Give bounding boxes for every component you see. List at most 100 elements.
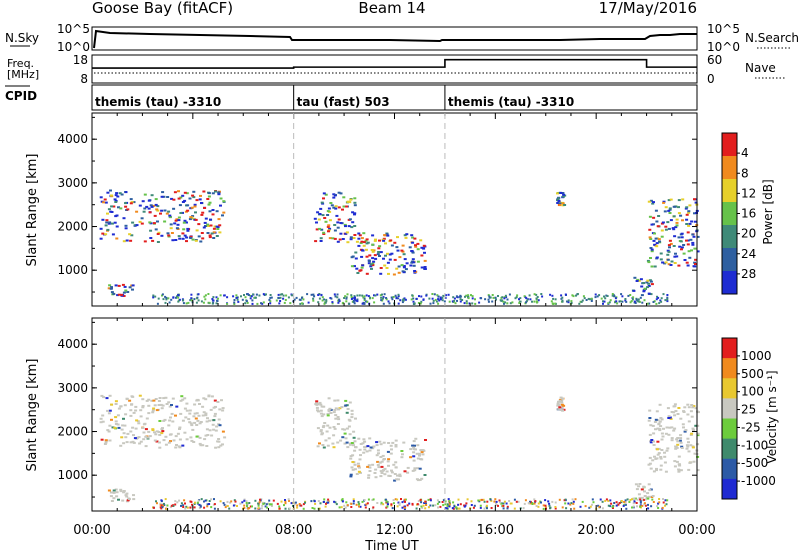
velocity-echo-cell	[686, 445, 690, 448]
power-echo-cell	[223, 294, 226, 297]
power-echo-cell	[666, 300, 669, 303]
velocity-echo-cell	[126, 432, 130, 435]
velocity-echo-cell	[298, 503, 301, 505]
velocity-echo-cell	[385, 470, 389, 473]
power-echo-cell	[402, 253, 406, 256]
velocity-echo-cell	[217, 446, 221, 449]
velocity-echo-cell	[169, 416, 172, 419]
velocity-echo-cell	[326, 500, 329, 503]
power-echo-cell	[404, 236, 408, 239]
velocity-echo-cell	[322, 446, 326, 449]
velocity-colorbar-tick-label: 100	[741, 385, 764, 399]
velocity-echo-cell	[264, 505, 267, 508]
velocity-echo-cell	[676, 437, 680, 439]
power-echo-cell	[275, 299, 278, 302]
velocity-echo-cell	[151, 409, 155, 412]
power-echo-cell	[668, 246, 671, 249]
power-echo-cell	[685, 261, 689, 264]
velocity-echo-cell	[658, 501, 661, 504]
velocity-echo-cell	[358, 458, 362, 461]
power-echo-cell	[650, 250, 654, 253]
velocity-echo-cell	[184, 507, 187, 510]
power-echo-cell	[369, 263, 373, 266]
velocity-echo-cell	[102, 396, 106, 399]
power-echo-cell	[649, 238, 653, 240]
velocity-echo-cell	[204, 434, 208, 437]
title-date: 17/May/2016	[599, 0, 697, 17]
power-echo-cell	[321, 299, 324, 302]
velocity-echo-cell	[490, 499, 493, 502]
velocity-echo-cell	[174, 435, 178, 438]
velocity-echo-cell	[350, 442, 354, 444]
velocity-echo-cell	[251, 505, 253, 508]
velocity-echo-cell	[357, 501, 360, 504]
power-echo-cell	[382, 302, 385, 305]
velocity-echo-cell	[529, 502, 532, 505]
velocity-echo-cell	[153, 439, 157, 442]
velocity-echo-cell	[134, 427, 138, 430]
velocity-echo-cell	[224, 506, 227, 509]
velocity-echo-cell	[412, 448, 416, 451]
velocity-ytick-label: 3000	[57, 381, 88, 395]
power-echo-cell	[262, 293, 265, 296]
power-echo-cell	[152, 294, 155, 297]
power-echo-cell	[528, 294, 531, 297]
velocity-echo-cell	[675, 460, 679, 463]
power-echo-cell	[413, 270, 417, 272]
velocity-echo-cell	[288, 507, 291, 510]
velocity-echo-cell	[216, 401, 220, 403]
power-echo-cell	[358, 269, 362, 272]
velocity-echo-cell	[402, 441, 406, 444]
velocity-echo-cell	[190, 500, 193, 503]
power-echo-cell	[459, 298, 462, 301]
velocity-echo-cell	[647, 463, 651, 466]
power-echo-cell	[613, 295, 616, 298]
power-echo-cell	[642, 282, 646, 284]
power-echo-cell	[501, 296, 504, 299]
velocity-echo-cell	[267, 502, 270, 505]
velocity-echo-cell	[349, 455, 353, 458]
velocity-echo-cell	[155, 409, 159, 412]
velocity-echo-cell	[210, 395, 214, 398]
power-echo-cell	[183, 234, 187, 237]
velocity-echo-cell	[332, 426, 336, 428]
velocity-echo-cell	[112, 491, 116, 494]
velocity-echo-cell	[424, 500, 427, 503]
power-echo-cell	[637, 298, 640, 301]
velocity-echo-cell	[463, 505, 466, 508]
velocity-echo-cell	[696, 455, 700, 458]
power-echo-cell	[110, 286, 113, 289]
power-echo-cell	[415, 297, 418, 300]
power-echo-cell	[682, 252, 686, 255]
power-echo-cell	[193, 205, 197, 208]
velocity-echo-cell	[379, 443, 383, 446]
power-echo-cell	[691, 233, 695, 236]
velocity-echo-cell	[211, 423, 215, 426]
velocity-echo-cell	[380, 460, 384, 463]
velocity-echo-cell	[321, 432, 324, 435]
velocity-echo-cell	[161, 430, 165, 433]
power-echo-cell	[685, 213, 689, 216]
velocity-echo-cell	[332, 411, 336, 414]
velocity-echo-cell	[636, 498, 639, 501]
power-echo-cell	[399, 299, 402, 302]
velocity-echo-cell	[171, 397, 175, 400]
power-echo-cell	[598, 294, 601, 297]
velocity-echo-cell	[333, 500, 336, 503]
velocity-echo-cell	[110, 500, 114, 502]
velocity-echo-cell	[591, 498, 594, 501]
velocity-echo-cell	[660, 438, 664, 441]
velocity-echo-cell	[554, 507, 557, 510]
power-echo-cell	[202, 301, 205, 304]
power-echo-cell	[156, 233, 160, 235]
power-echo-cell	[371, 234, 375, 237]
power-echo-cell	[320, 294, 323, 297]
velocity-echo-cell	[147, 430, 151, 433]
power-echo-cell	[664, 261, 668, 264]
velocity-echo-cell	[442, 504, 445, 507]
power-echo-cell	[655, 256, 659, 259]
velocity-echo-cell	[448, 505, 451, 508]
velocity-echo-cell	[635, 488, 639, 491]
power-echo-cell	[633, 276, 637, 279]
power-echo-cell	[345, 297, 348, 300]
